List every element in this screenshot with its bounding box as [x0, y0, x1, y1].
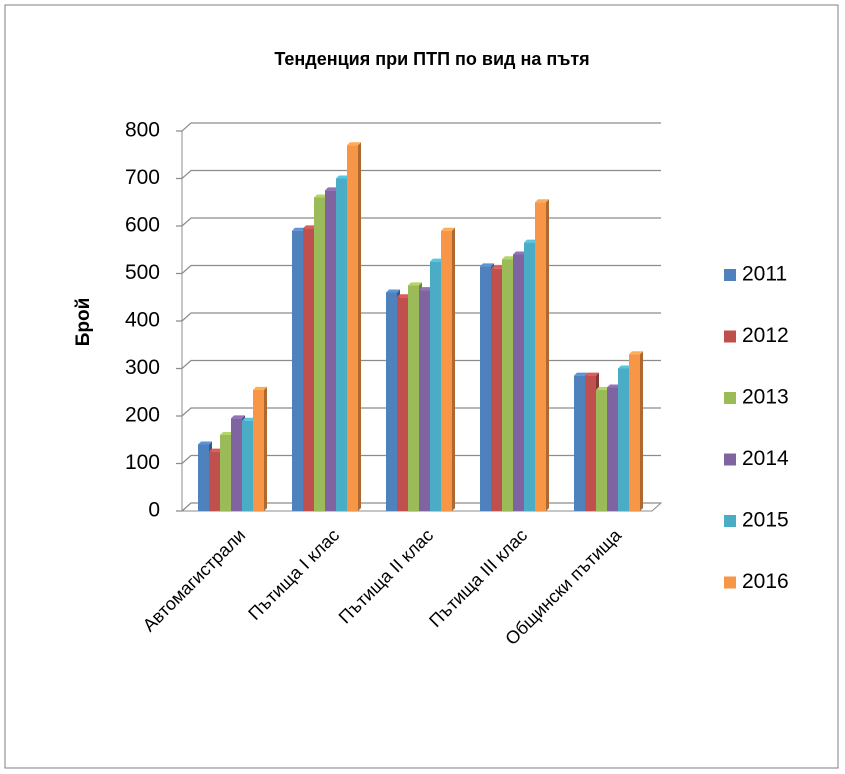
bar: [209, 451, 220, 511]
bar-top: [618, 365, 632, 369]
bar: [397, 297, 408, 511]
bar-top: [253, 386, 267, 390]
bar-top: [336, 175, 350, 179]
bar: [585, 375, 596, 511]
grid-line: [176, 122, 661, 132]
grid-line: [176, 169, 661, 180]
bar: [253, 389, 264, 511]
bar: [535, 202, 546, 511]
bar-top: [408, 282, 422, 286]
bar-side: [546, 199, 549, 511]
bar: [607, 387, 618, 511]
bar: [629, 354, 640, 511]
bar: [491, 268, 502, 511]
bar: [524, 242, 535, 511]
bar: [596, 389, 607, 511]
bar-top: [535, 199, 549, 203]
legend-swatch: [724, 576, 736, 589]
bar-top: [325, 187, 339, 191]
bar-side: [640, 351, 643, 511]
legend-swatch: [724, 330, 736, 343]
bar-top: [441, 227, 455, 231]
y-tick-label: 100: [125, 451, 160, 474]
bar-top: [292, 227, 306, 231]
bar: [347, 145, 358, 511]
bar: [292, 230, 303, 511]
legend-swatch: [724, 392, 736, 404]
bar-top: [502, 256, 516, 260]
bar: [480, 266, 491, 511]
bar-top: [303, 225, 317, 229]
bar: [198, 444, 209, 511]
bar-top: [574, 372, 588, 376]
bar-top: [585, 372, 599, 376]
bar: [231, 418, 242, 511]
bar-top: [491, 265, 505, 269]
bar-top: [242, 417, 256, 421]
bar-top: [596, 386, 610, 390]
y-tick-label: 400: [125, 309, 160, 332]
bar-top: [198, 441, 212, 445]
bar: [325, 190, 336, 511]
y-tick-label: 600: [125, 214, 160, 237]
bar-top: [231, 415, 245, 419]
bar: [242, 420, 253, 511]
bar: [513, 254, 524, 511]
legend-swatch: [724, 515, 736, 527]
legend-label: 2012: [742, 324, 789, 347]
legend-label: 2014: [742, 447, 789, 470]
grid-line: [176, 264, 661, 275]
bar-top: [629, 351, 643, 355]
bar: [441, 230, 452, 511]
bar: [314, 197, 325, 511]
bar-top: [607, 384, 621, 388]
legend-label: 2011: [742, 263, 787, 286]
bar: [303, 228, 314, 511]
bar: [574, 375, 585, 511]
bar-side: [452, 227, 455, 511]
legend-swatch: [724, 269, 736, 281]
bar: [419, 290, 430, 511]
bar: [386, 292, 397, 511]
bar-top: [209, 448, 223, 452]
y-tick-label: 700: [125, 166, 160, 189]
bar-side: [358, 142, 361, 511]
bar: [408, 285, 419, 511]
bar-top: [386, 289, 400, 293]
bar-top: [524, 239, 538, 243]
bar: [336, 178, 347, 511]
bar-top: [419, 287, 433, 291]
chart-title: Тенденция при ПТП по вид на пътя: [274, 49, 589, 69]
bar: [618, 368, 629, 511]
bar: [502, 259, 513, 511]
bar: [220, 435, 231, 511]
bar-top: [314, 194, 328, 198]
bar-top: [513, 251, 527, 255]
y-tick-label: 300: [125, 356, 160, 379]
bar-top: [220, 432, 234, 435]
y-tick-label: 500: [125, 261, 160, 284]
y-tick-label: 800: [125, 119, 160, 142]
bar-top: [430, 258, 444, 262]
bar-side: [264, 386, 267, 511]
legend-label: 2015: [742, 509, 789, 532]
bar-top: [347, 142, 361, 146]
bar-top: [480, 263, 494, 267]
y-axis-label: Брой: [73, 298, 94, 347]
y-tick-label: 200: [125, 404, 160, 427]
bar-top: [397, 294, 411, 298]
bar: [430, 261, 441, 511]
y-tick-label: 0: [148, 499, 160, 522]
grid-line: [176, 217, 661, 227]
legend-swatch: [724, 453, 736, 466]
legend-label: 2013: [742, 386, 789, 409]
legend-label: 2016: [742, 570, 789, 593]
